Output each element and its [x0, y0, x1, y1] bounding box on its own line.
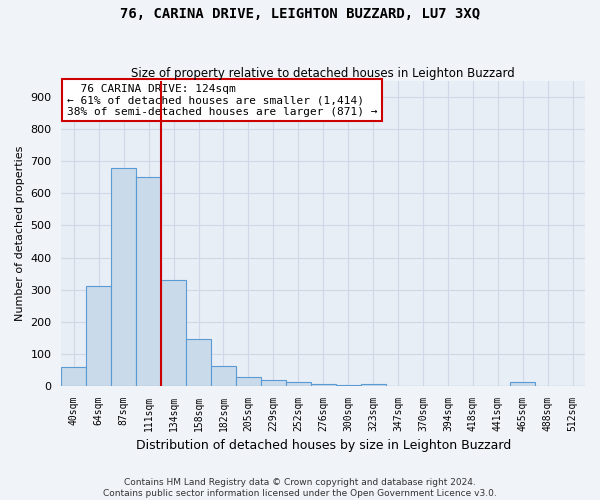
Y-axis label: Number of detached properties: Number of detached properties — [15, 146, 25, 321]
Text: 76, CARINA DRIVE, LEIGHTON BUZZARD, LU7 3XQ: 76, CARINA DRIVE, LEIGHTON BUZZARD, LU7 … — [120, 8, 480, 22]
Bar — [86, 286, 111, 386]
Bar — [211, 366, 236, 386]
Bar — [361, 384, 386, 386]
X-axis label: Distribution of detached houses by size in Leighton Buzzard: Distribution of detached houses by size … — [136, 440, 511, 452]
Bar — [261, 380, 286, 386]
Bar — [286, 382, 311, 386]
Text: 76 CARINA DRIVE: 124sqm
← 61% of detached houses are smaller (1,414)
38% of semi: 76 CARINA DRIVE: 124sqm ← 61% of detache… — [67, 84, 377, 117]
Text: Contains HM Land Registry data © Crown copyright and database right 2024.
Contai: Contains HM Land Registry data © Crown c… — [103, 478, 497, 498]
Bar — [236, 376, 261, 386]
Bar — [111, 168, 136, 386]
Bar — [61, 367, 86, 386]
Bar — [510, 382, 535, 386]
Title: Size of property relative to detached houses in Leighton Buzzard: Size of property relative to detached ho… — [131, 66, 515, 80]
Bar — [335, 384, 361, 386]
Bar — [311, 384, 335, 386]
Bar — [186, 338, 211, 386]
Bar — [136, 177, 161, 386]
Bar — [161, 280, 186, 386]
